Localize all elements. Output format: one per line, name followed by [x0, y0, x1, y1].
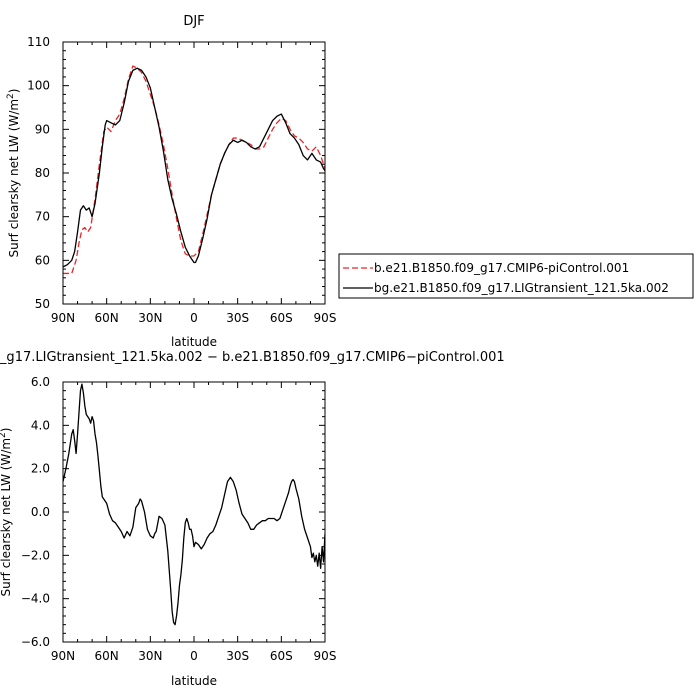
series-group	[63, 383, 325, 626]
x-tick-label: 60N	[95, 649, 119, 663]
y-tick-label: 80	[35, 166, 50, 180]
y-tick-label: −2.0	[21, 548, 50, 562]
y-axis-label-text: Surf clearsky net LW (W/m	[7, 99, 21, 258]
legend-box	[338, 253, 694, 299]
x-tick-label: 90S	[314, 311, 337, 325]
x-tick-label: 30N	[138, 649, 162, 663]
chart-2: bg.e21.B1850.f09_g17.LIGtransient_121.5k…	[0, 350, 505, 688]
legend: b.e21.B1850.f09_g17.CMIP6-piControl.001b…	[338, 253, 694, 299]
x-tick-label: 90N	[51, 311, 75, 325]
y-tick-label: 0.0	[31, 505, 50, 519]
x-tick-label: 0	[190, 311, 198, 325]
x-tick-label: 60N	[95, 311, 119, 325]
x-axis-label: latitude	[171, 335, 217, 349]
y-axis-label: Surf clearsky net LW (W/m2)	[0, 428, 13, 597]
chart-title: bg.e21.B1850.f09_g17.LIGtransient_121.5k…	[0, 350, 505, 365]
y-tick-label: 2.0	[31, 462, 50, 476]
y-tick-label: 70	[35, 210, 50, 224]
x-tick-label: 30S	[226, 311, 249, 325]
y-axis-label-close: )	[7, 89, 21, 94]
x-tick-label: 90S	[314, 649, 337, 663]
y-tick-label: 110	[27, 35, 50, 49]
y-tick-label: 50	[35, 297, 50, 311]
legend-label-2: bg.e21.B1850.f09_g17.LIGtransient_121.5k…	[374, 281, 669, 295]
x-tick-label: 60S	[270, 649, 293, 663]
x-tick-label: 0	[190, 649, 198, 663]
x-tick-label: 60S	[270, 311, 293, 325]
x-axis-label: latitude	[171, 674, 217, 688]
chart-1: DJF 90N 60N 30N 0 30S 60S 90S 50 60 70 80 90 100 110 la…	[6, 14, 694, 349]
x-tick-label: 30N	[138, 311, 162, 325]
y-tick-label: 60	[35, 253, 50, 267]
y-tick-label: −4.0	[21, 592, 50, 606]
y-axis-label-sup: 2	[0, 432, 8, 438]
y-tick-label: 6.0	[31, 375, 50, 389]
series-line-2	[63, 67, 325, 268]
x-tick-label: 90N	[51, 649, 75, 663]
y-axis-label: Surf clearsky net LW (W/m2)	[6, 89, 21, 258]
plot-frame	[62, 41, 326, 305]
y-axis-label-sup: 2	[6, 93, 16, 99]
y-tick-label: 4.0	[31, 418, 50, 432]
legend-label-1: b.e21.B1850.f09_g17.CMIP6-piControl.001	[374, 261, 629, 275]
series-line-1	[63, 65, 325, 275]
series-group	[63, 65, 325, 275]
series-line-1	[63, 383, 325, 626]
y-tick-label: −6.0	[21, 635, 50, 649]
chart-title: DJF	[183, 14, 204, 29]
plot-frame	[62, 381, 326, 643]
y-tick-label: 90	[35, 122, 50, 136]
y-axis-label-close: )	[0, 428, 13, 433]
y-tick-label: 100	[27, 79, 50, 93]
x-tick-label: 30S	[226, 649, 249, 663]
y-axis-label-text: Surf clearsky net LW (W/m	[0, 438, 13, 597]
